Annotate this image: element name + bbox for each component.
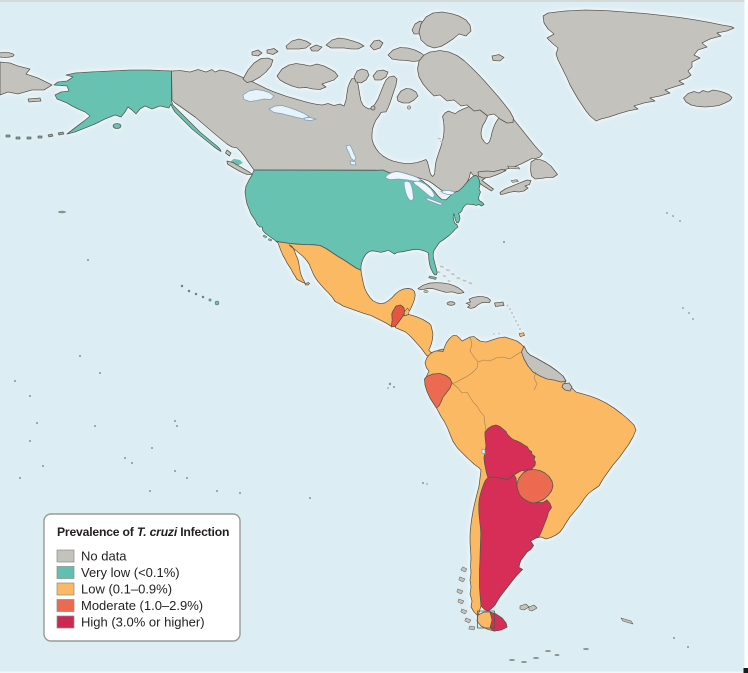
svg-text:No data: No data: [81, 549, 127, 564]
svg-text:High (3.0% or higher): High (3.0% or higher): [81, 615, 205, 630]
svg-text:Moderate (1.0–2.9%): Moderate (1.0–2.9%): [81, 598, 203, 613]
svg-text:Low (0.1–0.9%): Low (0.1–0.9%): [81, 582, 172, 597]
svg-text:Very low (<0.1%): Very low (<0.1%): [81, 565, 180, 580]
svg-text:Prevalence of T. cruzi Infecti: Prevalence of T. cruzi Infection: [57, 525, 229, 539]
